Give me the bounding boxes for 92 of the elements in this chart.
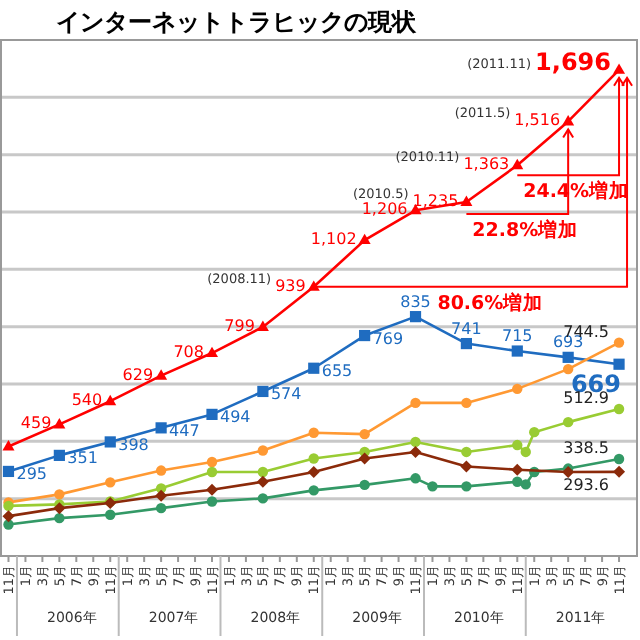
point <box>155 465 167 476</box>
point <box>54 512 65 524</box>
data-label: 494 <box>220 408 251 427</box>
data-label: 769 <box>372 329 404 348</box>
data-label: 338.5 <box>563 438 610 457</box>
point <box>53 449 65 461</box>
point <box>410 397 421 409</box>
data-label: 629 <box>122 365 154 384</box>
point <box>206 496 218 507</box>
point <box>409 311 422 323</box>
point <box>2 465 15 478</box>
point <box>206 483 218 496</box>
point <box>359 479 370 491</box>
data-label: 708 <box>173 343 204 362</box>
point <box>206 408 218 420</box>
point <box>512 476 523 487</box>
point <box>3 519 14 530</box>
point <box>2 440 15 451</box>
point <box>461 481 472 492</box>
annotation: 80.6%増加 <box>437 290 544 315</box>
point <box>613 453 625 465</box>
point <box>53 418 66 429</box>
point <box>410 473 421 484</box>
point <box>256 475 269 488</box>
data-label: 741 <box>451 319 482 338</box>
point <box>520 446 531 458</box>
point <box>308 485 319 496</box>
point <box>155 422 167 434</box>
data-label: 939 <box>275 276 306 295</box>
point <box>206 466 218 478</box>
point <box>104 436 116 448</box>
point <box>308 427 319 438</box>
data-label: 1,102 <box>310 230 357 249</box>
point <box>257 466 269 478</box>
point <box>520 479 531 490</box>
point <box>2 510 15 523</box>
point <box>257 493 269 504</box>
point <box>511 463 524 476</box>
point <box>155 489 168 502</box>
point <box>562 363 574 375</box>
data-label: 447 <box>169 421 200 440</box>
data-label: 1,363 <box>463 155 510 174</box>
point <box>613 465 626 478</box>
point <box>460 337 472 350</box>
point <box>613 403 625 415</box>
point <box>461 446 472 458</box>
chart-title: インターネットトラヒックの現状 <box>56 8 418 36</box>
data-label: 1,516 <box>514 111 561 130</box>
point <box>155 369 168 380</box>
point <box>613 337 625 348</box>
data-label: 540 <box>71 391 103 410</box>
point <box>308 362 320 374</box>
point <box>427 481 438 492</box>
annotation: 22.8%増加 <box>472 217 579 242</box>
point <box>512 383 523 395</box>
point <box>257 385 269 398</box>
point <box>54 489 65 500</box>
point <box>511 345 523 357</box>
point <box>53 502 66 515</box>
point <box>359 329 371 342</box>
point <box>104 394 117 406</box>
point <box>359 428 370 440</box>
data-label: 295 <box>16 465 48 484</box>
point <box>460 460 473 473</box>
point <box>155 502 167 514</box>
data-label: 715 <box>502 327 533 346</box>
point <box>206 346 218 358</box>
point <box>562 416 574 428</box>
point <box>358 452 371 465</box>
data-label: 293.6 <box>563 475 610 494</box>
point <box>308 453 319 464</box>
point <box>461 397 472 409</box>
data-label: 1,206 <box>361 200 408 219</box>
data-label: 655 <box>321 362 353 381</box>
data-label: 398 <box>118 435 149 454</box>
data-label: 459 <box>20 414 52 433</box>
point <box>613 358 625 370</box>
data-label: 574 <box>270 385 302 404</box>
data-label: 835 <box>400 292 431 311</box>
point <box>307 466 320 479</box>
point <box>206 456 218 468</box>
point <box>257 445 269 456</box>
point <box>512 439 523 451</box>
data-label: 1,696 <box>535 47 612 76</box>
point <box>562 351 574 363</box>
point <box>105 509 116 520</box>
point <box>529 426 540 438</box>
point <box>613 63 626 74</box>
data-label: 799 <box>224 316 255 335</box>
point <box>409 445 422 458</box>
point <box>105 477 116 488</box>
point <box>410 436 421 448</box>
